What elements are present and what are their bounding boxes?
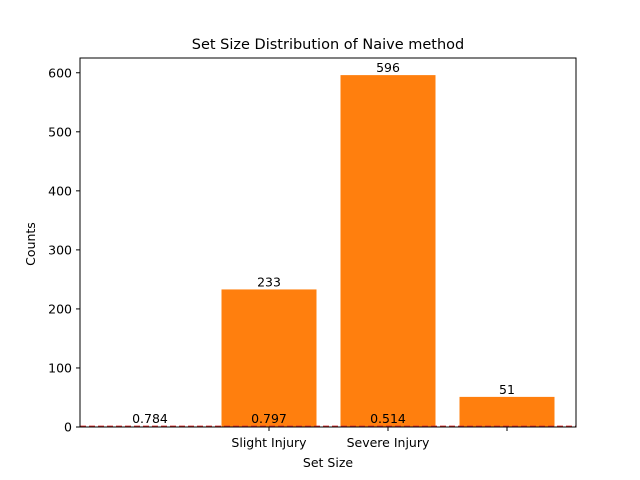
x-tick-label: Severe Injury	[347, 435, 430, 450]
x-axis-label: Set Size	[303, 455, 353, 470]
y-tick-label: 500	[48, 124, 72, 139]
y-tick-label: 400	[48, 183, 72, 198]
x-axis: Slight Injury Severe Injury	[231, 427, 508, 450]
chart-title: Set Size Distribution of Naive method	[192, 37, 464, 53]
data-label: 596	[376, 60, 400, 75]
secondary-label: 0.514	[370, 411, 406, 426]
data-labels-group: 0.784 233 0.797 596 0.514 51	[132, 60, 515, 426]
y-axis-label: Counts	[23, 222, 38, 266]
bar-3	[340, 75, 436, 428]
bar-2	[221, 289, 317, 427]
plot-frame	[79, 57, 577, 428]
secondary-label: 0.797	[251, 411, 287, 426]
y-tick-label: 300	[48, 242, 72, 257]
y-tick-label: 0	[64, 420, 72, 435]
y-tick-label: 200	[48, 301, 72, 316]
data-label: 233	[257, 274, 281, 289]
y-axis: 0 100 200 300 400 500 600	[48, 65, 80, 435]
y-tick-label: 600	[48, 65, 72, 80]
secondary-label: 0.784	[132, 411, 168, 426]
bars-group	[221, 75, 555, 428]
data-label: 51	[499, 382, 515, 397]
bar-4	[459, 396, 555, 427]
x-tick-label: Slight Injury	[231, 435, 307, 450]
y-tick-label: 100	[48, 360, 72, 375]
